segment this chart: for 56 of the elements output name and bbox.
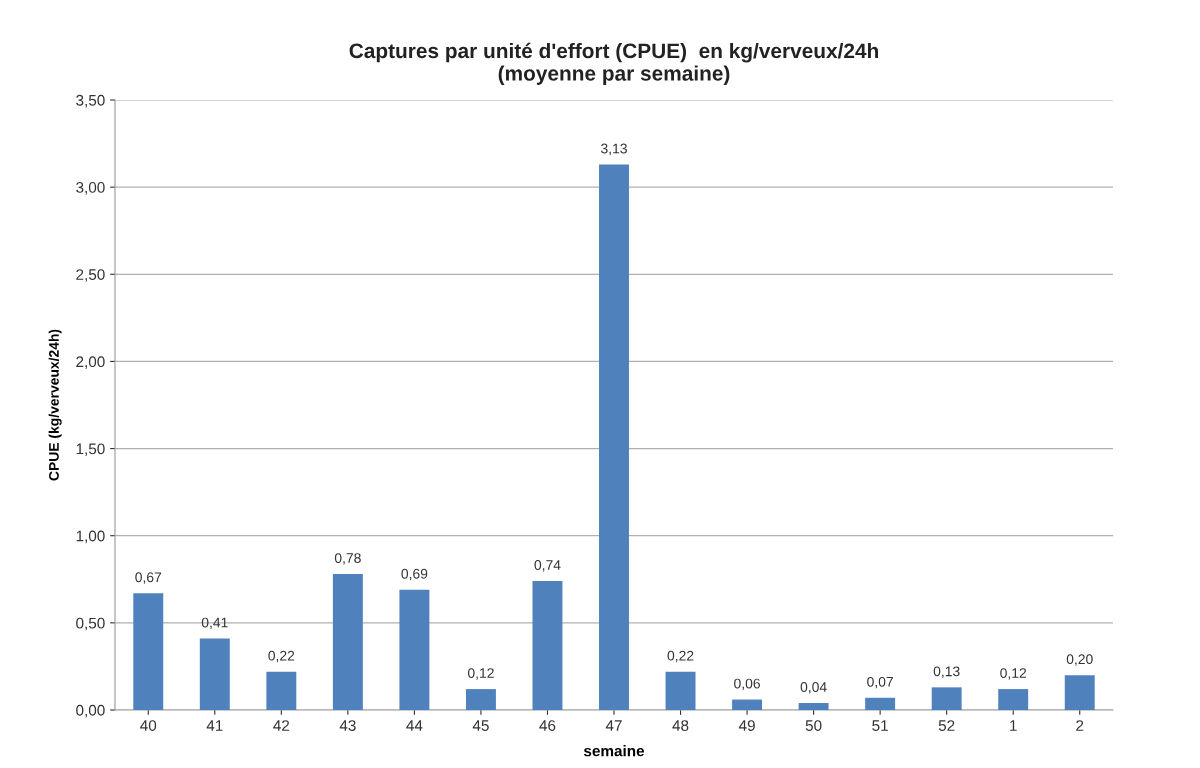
x-tick-label: 41 [206, 720, 223, 731]
bar [665, 671, 696, 710]
bar [465, 689, 496, 710]
bar [532, 581, 563, 710]
bar [998, 689, 1029, 710]
chart-title: Captures par unité d'effort (CPUE) en kg/verveux/24h (moyenne par semaine) [349, 42, 878, 85]
bar [266, 671, 297, 710]
data-label: 0,13 [933, 666, 960, 678]
y-tick-label: 2,00 [76, 356, 105, 369]
x-tick-label: 46 [539, 720, 556, 731]
x-tick-label: 44 [406, 720, 423, 731]
bar [732, 699, 763, 710]
data-label: 0,74 [534, 560, 561, 572]
data-label: 0,06 [734, 678, 760, 691]
y-tick-label: 3,50 [76, 94, 105, 108]
x-tick-label: 48 [672, 720, 689, 731]
y-tick-label: 1,50 [76, 443, 105, 457]
data-label: 0,22 [268, 650, 295, 663]
y-tick-label: 3,00 [76, 182, 105, 195]
y-tick-label: 1,00 [76, 530, 105, 544]
bar [798, 703, 829, 710]
bar [399, 589, 430, 710]
data-label: 0,12 [1000, 668, 1027, 680]
data-label: 0,41 [201, 617, 228, 630]
x-tick-label: 42 [273, 720, 290, 731]
data-label: 0,22 [667, 650, 694, 663]
data-label: 0,07 [867, 676, 893, 689]
data-label: 0,69 [401, 568, 428, 581]
x-tick-label: 51 [872, 720, 888, 731]
bar [865, 697, 896, 710]
bar [1064, 675, 1095, 710]
y-axis-title: CPUE (kg/verveux/24h) [48, 329, 62, 481]
data-label: 0,67 [135, 572, 162, 584]
y-tick-label: 2,50 [76, 269, 105, 282]
bar [133, 593, 164, 710]
data-label: 0,12 [467, 668, 494, 680]
x-tick-label: 49 [738, 720, 755, 731]
x-axis-title: semaine [583, 745, 645, 757]
x-tick-label: 50 [805, 720, 822, 731]
data-label: 0,78 [334, 553, 361, 565]
x-tick-label: 2 [1076, 720, 1084, 731]
bar [199, 638, 230, 710]
bar [931, 687, 962, 710]
data-label: 0,20 [1066, 654, 1093, 666]
data-label: 3,13 [601, 143, 627, 156]
x-tick-label: 1 [1010, 720, 1017, 731]
data-label: 0,04 [800, 682, 827, 694]
bar [599, 164, 629, 710]
x-tick-label: 45 [472, 720, 489, 731]
y-tick-label: 0,00 [76, 704, 105, 718]
x-tick-label: 43 [339, 720, 356, 731]
bar [332, 574, 363, 710]
x-tick-label: 47 [605, 720, 622, 731]
y-tick-label: 0,50 [76, 617, 105, 631]
x-tick-label: 40 [140, 720, 157, 731]
x-tick-label: 52 [938, 720, 955, 731]
